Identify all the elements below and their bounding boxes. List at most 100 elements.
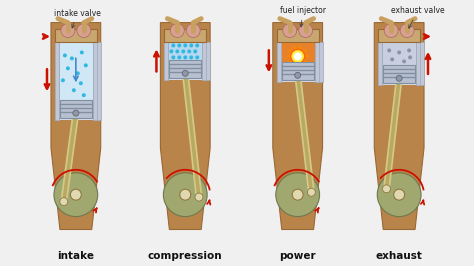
Circle shape — [408, 55, 412, 59]
Polygon shape — [168, 60, 202, 80]
Circle shape — [308, 188, 315, 196]
Text: exhaust: exhaust — [376, 251, 423, 261]
Circle shape — [295, 72, 301, 78]
Polygon shape — [202, 43, 206, 80]
Circle shape — [79, 81, 83, 85]
Polygon shape — [59, 100, 93, 120]
Polygon shape — [382, 65, 416, 85]
Polygon shape — [374, 23, 424, 230]
Circle shape — [177, 55, 181, 59]
Circle shape — [377, 173, 421, 217]
Polygon shape — [277, 43, 281, 82]
Text: fuel injector: fuel injector — [280, 6, 326, 27]
Polygon shape — [59, 43, 93, 100]
Circle shape — [183, 43, 187, 47]
Circle shape — [63, 53, 67, 57]
Circle shape — [276, 173, 319, 217]
Circle shape — [189, 43, 193, 47]
Circle shape — [387, 48, 391, 52]
Circle shape — [72, 88, 76, 92]
Circle shape — [60, 198, 68, 206]
Polygon shape — [378, 43, 382, 85]
Circle shape — [195, 43, 199, 47]
Circle shape — [77, 24, 91, 38]
Circle shape — [383, 185, 391, 193]
Circle shape — [292, 189, 303, 200]
Circle shape — [164, 173, 207, 217]
Circle shape — [396, 75, 402, 81]
Polygon shape — [51, 23, 100, 230]
Circle shape — [171, 55, 175, 59]
Circle shape — [70, 189, 82, 200]
Circle shape — [61, 24, 75, 38]
Circle shape — [291, 49, 305, 63]
Circle shape — [169, 49, 173, 53]
Circle shape — [195, 193, 203, 201]
Circle shape — [70, 56, 74, 60]
Polygon shape — [168, 43, 202, 60]
Circle shape — [195, 55, 199, 59]
Polygon shape — [378, 28, 420, 43]
Polygon shape — [60, 100, 92, 118]
Polygon shape — [164, 43, 168, 80]
Polygon shape — [169, 60, 201, 78]
Polygon shape — [55, 43, 59, 120]
Circle shape — [294, 52, 301, 60]
Circle shape — [397, 51, 401, 55]
Circle shape — [82, 93, 86, 97]
Circle shape — [182, 70, 188, 76]
Circle shape — [390, 57, 394, 61]
Circle shape — [177, 43, 181, 47]
Circle shape — [73, 110, 79, 116]
Polygon shape — [315, 43, 319, 82]
Circle shape — [299, 24, 313, 38]
Circle shape — [400, 24, 414, 38]
Polygon shape — [55, 28, 97, 43]
Circle shape — [183, 55, 187, 59]
Circle shape — [54, 173, 98, 217]
Polygon shape — [281, 43, 315, 62]
Polygon shape — [416, 43, 424, 85]
Circle shape — [61, 78, 65, 82]
Circle shape — [80, 51, 84, 55]
Polygon shape — [202, 43, 210, 80]
Polygon shape — [315, 43, 322, 82]
Polygon shape — [277, 43, 281, 82]
Circle shape — [181, 49, 185, 53]
Polygon shape — [93, 43, 100, 120]
Circle shape — [170, 24, 184, 38]
Polygon shape — [164, 28, 206, 43]
Circle shape — [402, 59, 406, 63]
Text: exhaust valve: exhaust valve — [391, 6, 445, 28]
Polygon shape — [378, 43, 382, 85]
Circle shape — [394, 189, 405, 200]
Text: intake: intake — [57, 251, 94, 261]
Circle shape — [187, 49, 191, 53]
Circle shape — [175, 49, 179, 53]
Circle shape — [84, 63, 88, 67]
Text: compression: compression — [148, 251, 223, 261]
Polygon shape — [93, 43, 97, 120]
Circle shape — [76, 71, 80, 75]
Circle shape — [180, 189, 191, 200]
Polygon shape — [273, 23, 322, 230]
Polygon shape — [416, 43, 420, 85]
Polygon shape — [382, 43, 416, 65]
Circle shape — [171, 43, 175, 47]
Circle shape — [193, 49, 197, 53]
Polygon shape — [281, 62, 315, 82]
Circle shape — [186, 24, 200, 38]
Circle shape — [66, 66, 70, 70]
Polygon shape — [282, 62, 314, 80]
Circle shape — [407, 48, 411, 52]
Circle shape — [189, 55, 193, 59]
Polygon shape — [164, 43, 168, 80]
Text: intake valve: intake valve — [54, 9, 101, 28]
Polygon shape — [55, 43, 59, 120]
Circle shape — [384, 24, 398, 38]
Polygon shape — [160, 23, 210, 230]
Text: power: power — [279, 251, 316, 261]
Polygon shape — [383, 65, 415, 83]
Polygon shape — [277, 28, 319, 43]
Circle shape — [283, 24, 297, 38]
